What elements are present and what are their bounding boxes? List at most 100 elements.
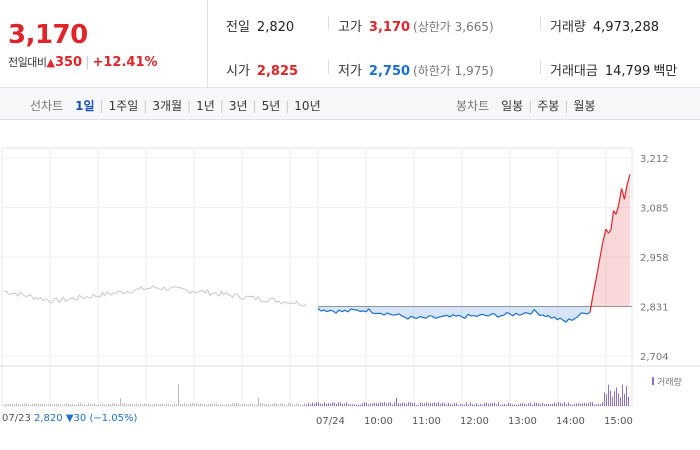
volume-bar <box>272 403 273 406</box>
price-line-segment <box>602 228 607 243</box>
volume-bar <box>570 404 571 406</box>
price-line-segment <box>565 318 570 323</box>
x-tick-label: 15:00 <box>604 416 633 427</box>
volume-bar <box>322 404 323 406</box>
prev-close: 전일 2,820 <box>226 16 294 35</box>
volume-bar <box>224 404 225 406</box>
y-tick-label: 2,958 <box>640 253 669 264</box>
volume-bar <box>520 403 521 406</box>
candle-weekly[interactable]: 주봉 <box>537 99 560 113</box>
candle-daily[interactable]: 일봉 <box>501 99 524 113</box>
volume-bar <box>308 403 309 406</box>
period-1y[interactable]: 1년 <box>196 99 215 113</box>
price-line-segment <box>623 184 628 200</box>
volume-bar <box>148 403 149 406</box>
volume-bar <box>330 403 331 406</box>
price-line-segment <box>562 319 567 323</box>
above-prev-close-area <box>318 174 630 307</box>
price-line-segment <box>610 210 615 230</box>
period-1w[interactable]: 1주일 <box>108 99 139 113</box>
price-line-segment <box>556 317 561 321</box>
price-line-segment <box>464 313 469 319</box>
volume-bar <box>176 404 177 406</box>
price-line-segment <box>626 174 631 185</box>
period-3y[interactable]: 3년 <box>228 99 248 113</box>
volume-bar <box>372 403 373 406</box>
divider <box>328 16 329 30</box>
volume-bar <box>342 403 343 406</box>
low-label: 저가 <box>338 64 362 79</box>
volume-bar <box>198 403 199 406</box>
price-line-segment <box>365 308 370 313</box>
price-line-segment <box>506 311 511 315</box>
price-line-segment <box>518 313 523 316</box>
x-tick-label: 10:00 <box>364 416 393 427</box>
volume-bar <box>192 403 193 406</box>
below-prev-close-area <box>318 306 630 323</box>
volume-bar <box>188 404 189 406</box>
volume-bar <box>534 402 535 406</box>
volume-bar <box>76 404 77 406</box>
price-chart: 3,212 3,085 2,958 2,831 2,704 07/24 10:00 11:00… <box>0 147 700 427</box>
volume-bar <box>240 404 241 406</box>
volume-bar <box>488 403 489 406</box>
volume-bar <box>604 392 605 406</box>
price-line-segment <box>545 314 549 318</box>
volume-bar <box>332 402 333 406</box>
volume-bar <box>498 402 499 406</box>
price-line-segment <box>326 309 331 313</box>
volume-bar <box>530 402 531 406</box>
volume-bar <box>524 403 525 406</box>
volume-bar <box>452 404 453 406</box>
volume-bar <box>278 404 279 406</box>
volume-bar <box>154 403 155 406</box>
volume-bar <box>320 403 321 406</box>
volume-bar <box>150 404 151 406</box>
volume-bar <box>394 402 395 406</box>
price-line-segment <box>431 315 436 319</box>
high-label: 고가 <box>338 20 362 35</box>
low-value: 2,750 <box>368 64 411 79</box>
divider: | <box>99 99 104 113</box>
volume-bar <box>510 403 511 406</box>
change-percent: +12.41% <box>92 55 158 70</box>
price-line-segment <box>461 316 466 320</box>
volume-bar <box>468 404 469 406</box>
volume-bar <box>362 403 363 406</box>
divider <box>540 60 541 74</box>
price-line-segment <box>515 312 520 316</box>
candle-chart-title: 봉차트 <box>456 99 490 113</box>
price-line-segment <box>470 314 475 317</box>
period-5y[interactable]: 5년 <box>261 99 281 113</box>
change-label: 전일대비 <box>8 56 47 69</box>
volume-bar <box>416 404 417 406</box>
price-line-segment <box>559 317 564 321</box>
volume-bar <box>364 402 365 406</box>
volume-bar <box>578 403 579 406</box>
volume-bar <box>300 404 301 406</box>
volume-bar <box>266 404 267 406</box>
price-line-segment <box>618 188 623 205</box>
period-1d[interactable]: 1일 <box>75 99 95 113</box>
volume-bar <box>472 404 473 406</box>
volume-bar <box>314 403 315 406</box>
price-line-segment <box>317 307 322 312</box>
volume-bar <box>152 404 153 406</box>
volume-bar <box>358 404 359 406</box>
volume-bar <box>318 402 319 406</box>
volume-bar <box>144 403 145 406</box>
volume-bar <box>494 402 495 406</box>
candle-monthly[interactable]: 월봉 <box>573 99 596 113</box>
volume-bar <box>566 404 567 406</box>
price-line-segment <box>608 229 612 234</box>
price-line-segment <box>497 315 502 318</box>
period-10y[interactable]: 10년 <box>294 99 321 113</box>
period-3m[interactable]: 3개월 <box>152 99 183 113</box>
volume-bar <box>100 404 101 406</box>
volume-bar <box>356 404 357 406</box>
price-line-segment <box>488 313 493 317</box>
volume-bar <box>454 403 455 406</box>
volume-bar <box>128 404 129 406</box>
volume-bar <box>564 402 565 406</box>
volume-bar <box>516 404 517 406</box>
